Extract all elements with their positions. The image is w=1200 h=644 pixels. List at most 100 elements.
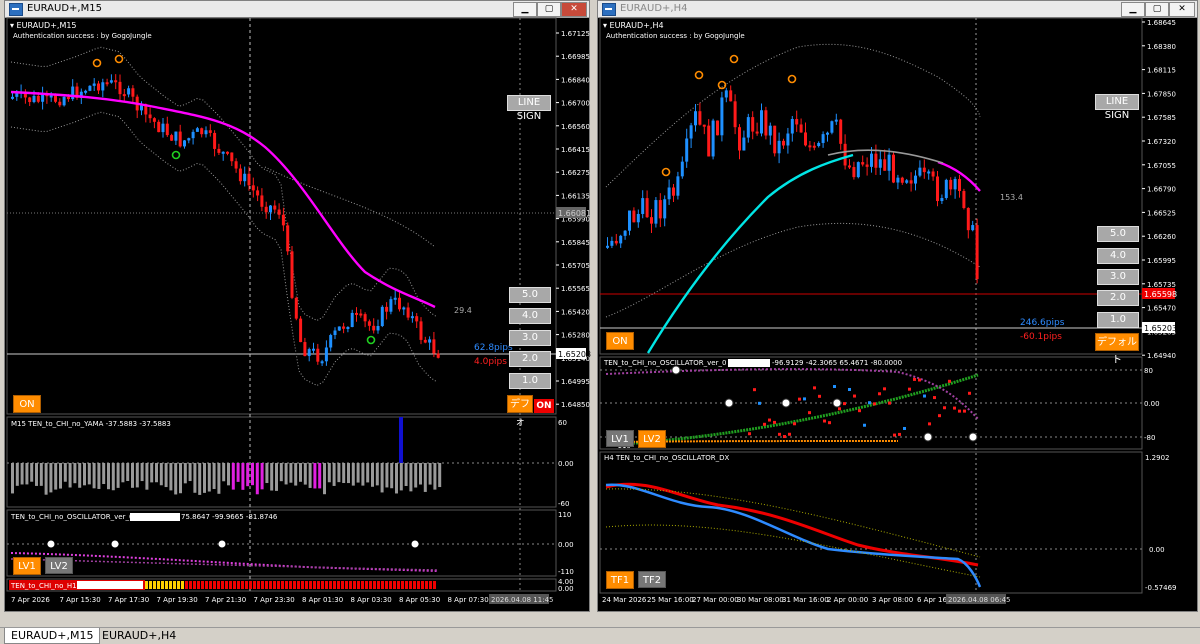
tab-euraud-m15[interactable]: EURAUD+,M15 [4, 628, 101, 644]
time-label: 8 Apr 07:30 [448, 596, 489, 604]
histogram-bar [236, 463, 240, 482]
sub3-bar [341, 581, 344, 589]
oscillator-dot [838, 407, 841, 411]
minimize-button[interactable]: ▁ [1121, 2, 1145, 17]
close-button[interactable]: ✕ [1169, 2, 1195, 17]
histogram-bar [366, 463, 370, 483]
oscillator-dot [918, 378, 921, 382]
candle [131, 88, 135, 97]
candle [856, 162, 860, 178]
candle [92, 83, 96, 86]
histogram-bar [275, 463, 278, 491]
candle [971, 225, 975, 231]
candle [148, 114, 152, 119]
oscillator-dot [928, 422, 931, 426]
window-titlebar[interactable]: EURAUD+,M15 ▁ ▢ ✕ [5, 1, 589, 18]
lv1-button[interactable]: LV1 [13, 557, 41, 575]
sub3-bar [401, 581, 404, 589]
candle [28, 97, 32, 103]
candle [672, 187, 675, 196]
candle [88, 85, 92, 91]
candle [213, 132, 217, 149]
maximize-button[interactable]: ▢ [537, 2, 561, 17]
candle [623, 230, 627, 236]
candle [900, 177, 904, 183]
level-1-button[interactable]: 1.0 [509, 373, 551, 389]
histogram-bar [390, 463, 394, 489]
histogram-bar [342, 463, 346, 484]
sub3-bar [245, 581, 248, 589]
window-titlebar[interactable]: EURAUD+,H4 ▁ ▢ ✕ [598, 1, 1197, 18]
default-button[interactable]: デフォルト [1095, 333, 1139, 366]
time-label: 3 Apr 08:00 [872, 596, 913, 604]
level-1-button[interactable]: 1.0 [1097, 312, 1139, 328]
price-label: 1.68645 [1147, 19, 1176, 27]
tf2-button[interactable]: TF2 [638, 571, 666, 588]
oscillator-dot [903, 426, 906, 430]
histogram-bar [111, 463, 115, 491]
candle [79, 91, 83, 98]
histogram-bar [126, 463, 130, 482]
time-label: 7 Apr 19:30 [157, 596, 198, 604]
candle [170, 135, 174, 141]
level-5-button[interactable]: 5.0 [1097, 226, 1139, 242]
histogram-bar [251, 463, 254, 486]
chart-window-m15[interactable]: EURAUD+,M15 ▁ ▢ ✕ ▾ EURAUD+,M15 Authenti… [4, 0, 591, 612]
level-4-button[interactable]: 4.0 [509, 308, 551, 324]
price-label: 1.65420 [561, 308, 590, 316]
oscillator-dot [878, 392, 881, 396]
sub3-bar [145, 581, 148, 589]
buy-signal-marker [366, 335, 376, 345]
candle [97, 83, 100, 91]
default-button[interactable]: デフォ [507, 395, 533, 428]
candle [23, 91, 27, 98]
sub3-bar [325, 581, 328, 589]
candle [680, 161, 684, 177]
minimize-button[interactable]: ▁ [513, 2, 537, 17]
oscillator-dot [963, 409, 966, 413]
maximize-button[interactable]: ▢ [1145, 2, 1169, 17]
price-label: 1.65995 [1147, 257, 1176, 265]
tab-euraud-h4[interactable]: EURAUD+,H4 [102, 629, 177, 642]
histogram-bar [313, 463, 317, 489]
lv2-button[interactable]: LV2 [638, 430, 666, 448]
line-sign-button[interactable]: LINE SIGN [507, 95, 551, 122]
candle [281, 214, 285, 226]
level-2-button[interactable]: 2.0 [1097, 290, 1139, 306]
tf1-button[interactable]: TF1 [606, 571, 634, 589]
level-3-button[interactable]: 3.0 [509, 330, 551, 346]
sub3-bar [189, 581, 192, 589]
lv1-button[interactable]: LV1 [606, 430, 634, 447]
candle [654, 200, 658, 224]
oscillator-dot [848, 387, 851, 391]
candle [230, 152, 234, 162]
histogram-bar [159, 463, 163, 486]
histogram-bar [299, 463, 302, 482]
level-4-button[interactable]: 4.0 [1097, 248, 1139, 264]
level-3-button[interactable]: 3.0 [1097, 269, 1139, 285]
candle [711, 120, 715, 157]
channel-value: 153.4 [1000, 193, 1023, 202]
chart-window-h4[interactable]: EURAUD+,H4 ▁ ▢ ✕ ▾ EURAUD+,H4 Authentica… [597, 0, 1198, 612]
oscillator-dot [853, 394, 856, 398]
histogram-bar [97, 463, 101, 489]
line-sign-button[interactable]: LINE SIGN [1095, 94, 1139, 121]
on-button[interactable]: ON [606, 332, 634, 350]
candle [958, 178, 961, 192]
oscillator-dot [863, 423, 866, 427]
candle [931, 171, 935, 177]
level-2-button[interactable]: 2.0 [509, 351, 551, 367]
level-5-button[interactable]: 5.0 [509, 287, 551, 303]
candle [337, 326, 341, 331]
candle [667, 187, 671, 200]
sub3-bar [193, 581, 196, 589]
candle [329, 335, 333, 348]
histogram-spike [399, 417, 403, 463]
on-button[interactable]: ON [13, 395, 41, 413]
candle [140, 104, 143, 111]
lv2-button[interactable]: LV2 [45, 557, 73, 574]
on-red-button[interactable]: ON [534, 399, 554, 413]
time-label: 31 Mar 16:00 [782, 596, 829, 604]
histogram-bar [419, 463, 422, 485]
close-button[interactable]: ✕ [561, 2, 587, 17]
